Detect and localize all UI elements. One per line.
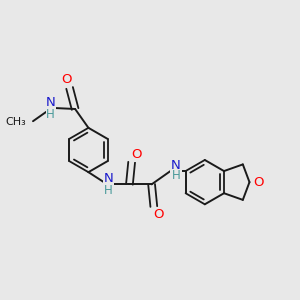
Text: H: H <box>46 107 55 121</box>
Text: O: O <box>131 148 142 161</box>
Text: O: O <box>61 73 72 86</box>
Text: O: O <box>254 176 264 189</box>
Text: H: H <box>104 184 113 197</box>
Text: N: N <box>46 96 56 109</box>
Text: H: H <box>172 169 180 182</box>
Text: CH₃: CH₃ <box>5 117 26 128</box>
Text: O: O <box>154 208 164 221</box>
Text: N: N <box>171 159 181 172</box>
Text: N: N <box>103 172 113 185</box>
